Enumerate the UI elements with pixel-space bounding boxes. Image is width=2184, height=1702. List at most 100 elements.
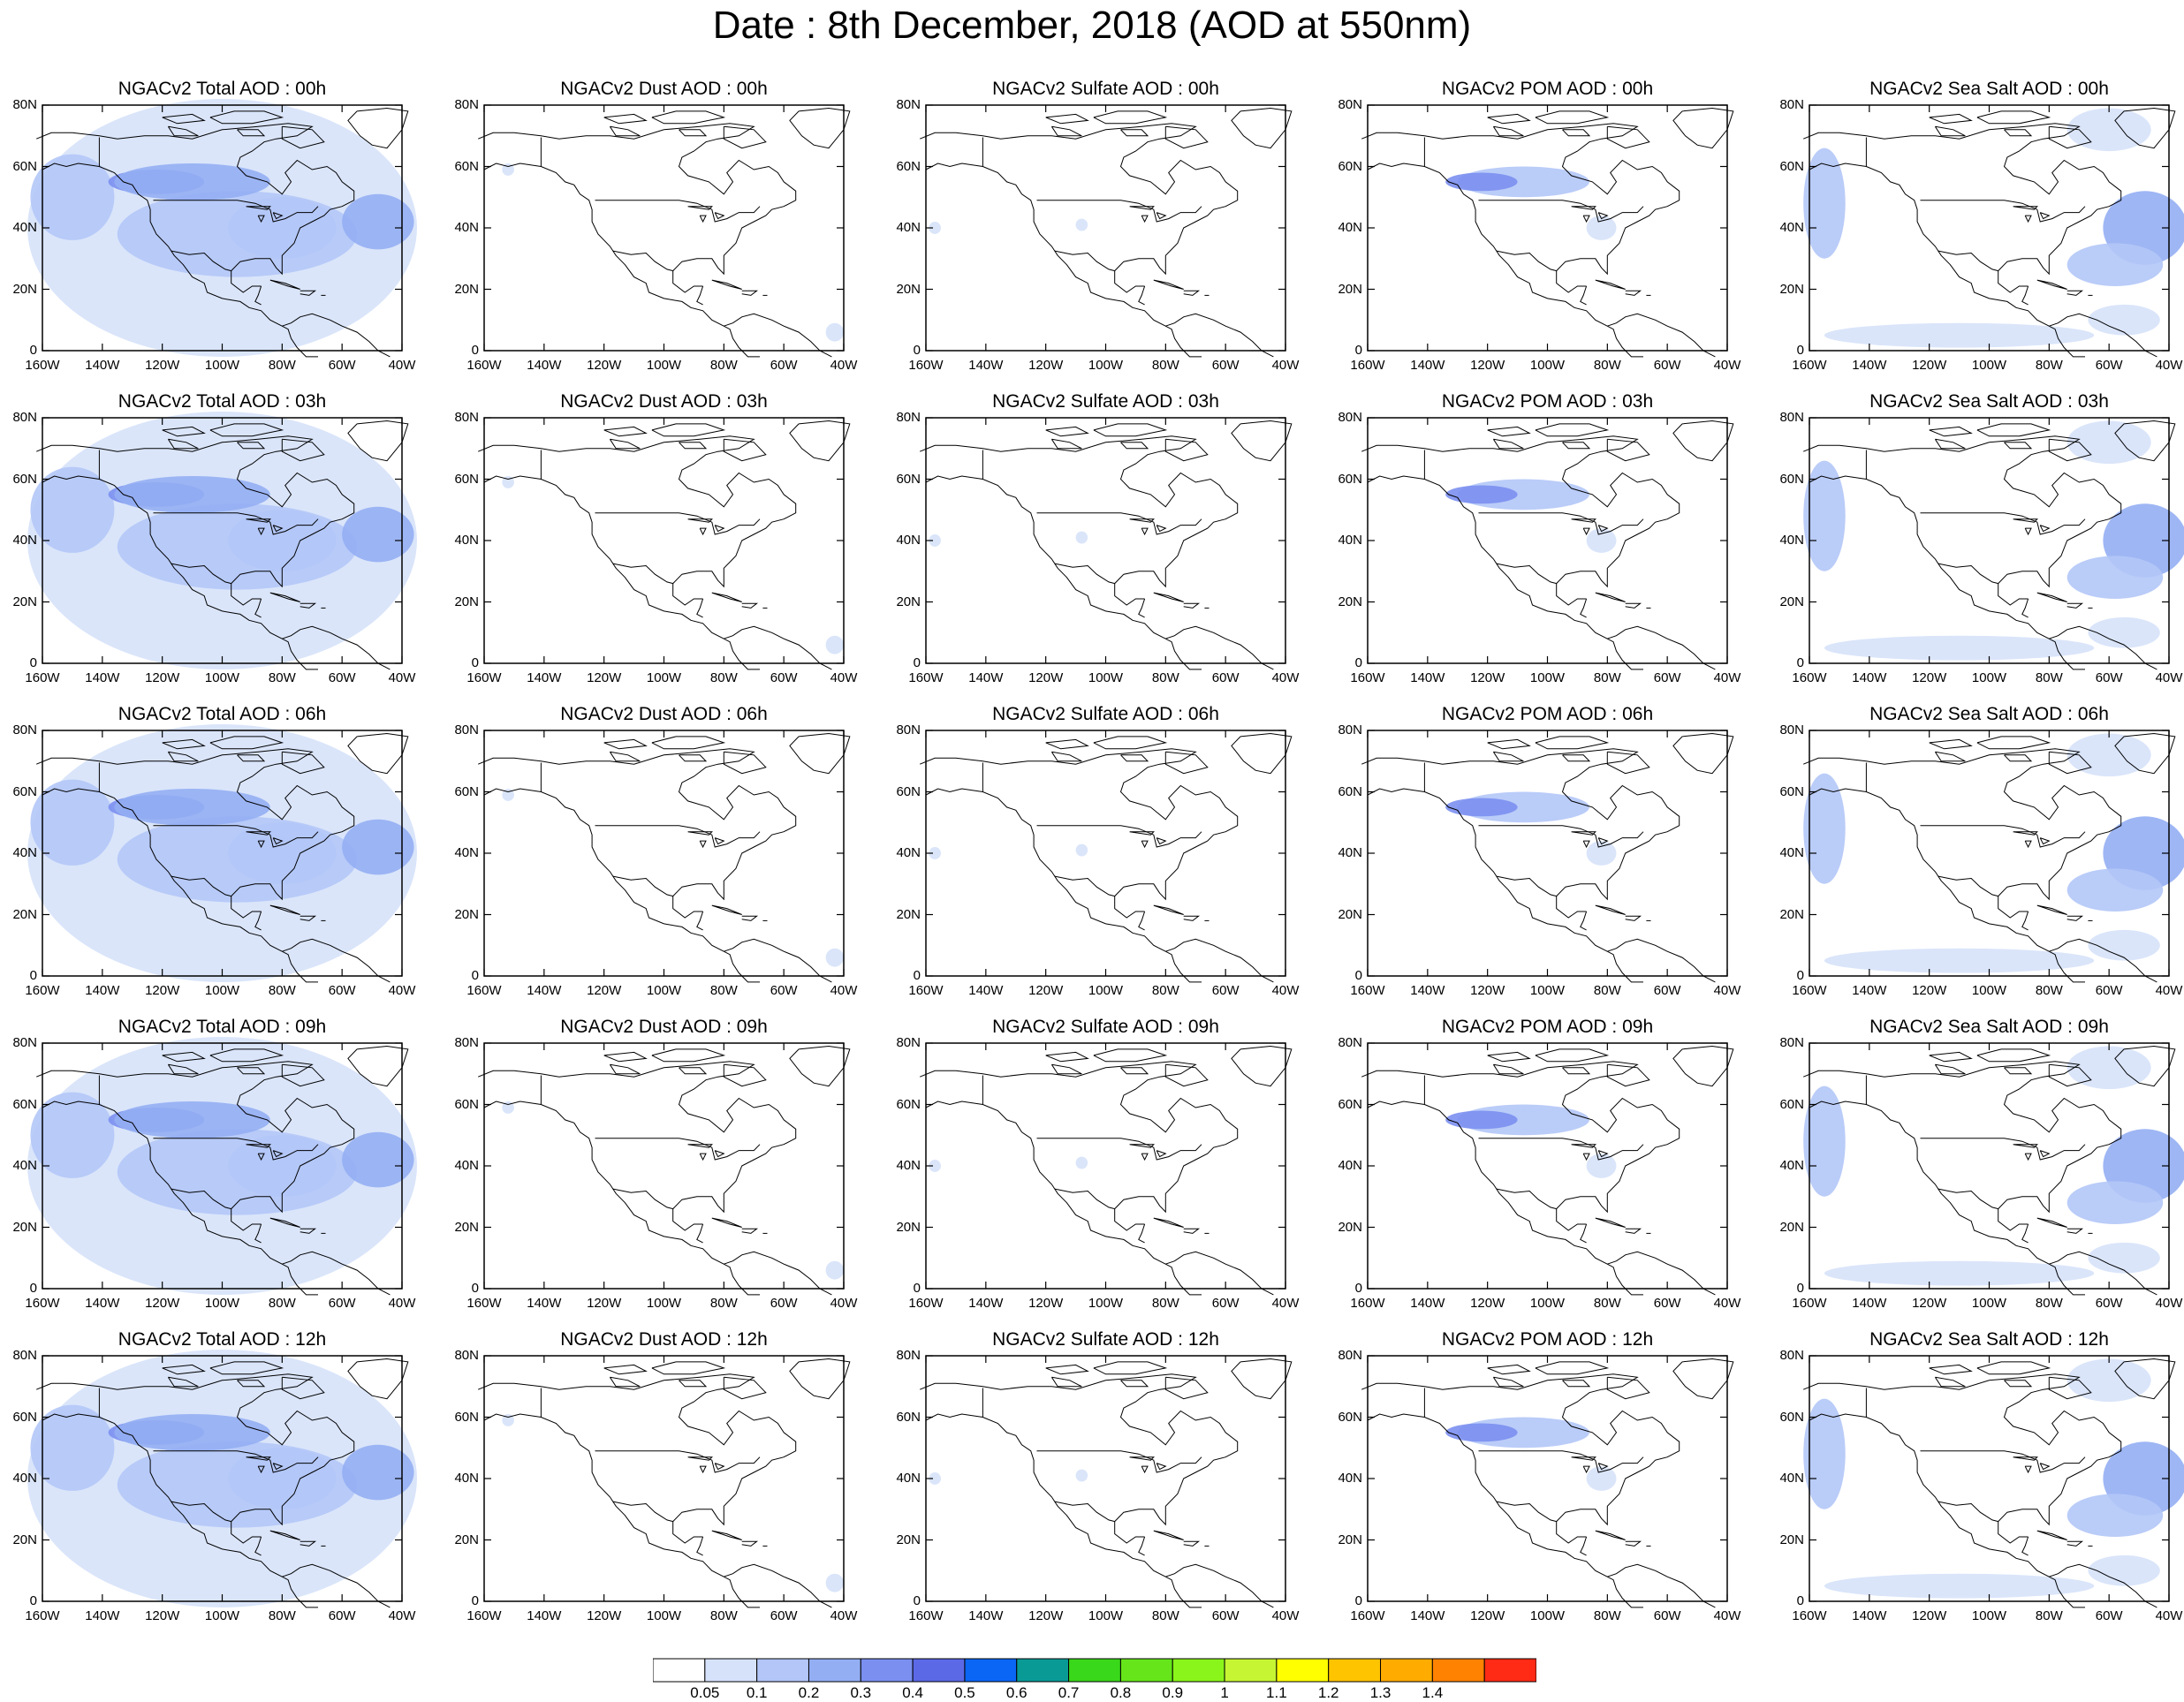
x-tick-label: 100W — [1088, 983, 1124, 998]
coastline-segment — [2066, 1540, 2084, 1547]
x-tick-label: 120W — [1912, 983, 1947, 998]
panel-title: NGACv2 Sulfate AOD : 09h — [992, 1017, 1219, 1037]
coastline-segment — [1672, 107, 1734, 149]
panel-title: NGACv2 Dust AOD : 09h — [560, 1017, 768, 1037]
aod-region — [2066, 1494, 2164, 1538]
aod-region — [1445, 1110, 1518, 1130]
coastline-segment — [1976, 736, 2051, 750]
coastline-segment — [1672, 732, 1734, 775]
coastline-segment — [1045, 738, 1089, 750]
x-tick-label: 160W — [466, 983, 502, 998]
x-tick-label: 40W — [1271, 1296, 1300, 1311]
x-tick-label: 80W — [1593, 1608, 1621, 1623]
x-tick-label: 140W — [968, 358, 1004, 373]
coastline-segment — [162, 1051, 206, 1063]
coastlines — [1361, 420, 1734, 670]
colorbar-swatch — [1068, 1658, 1121, 1683]
coastlines — [1361, 1358, 1734, 1608]
x-tick-label: 60W — [1653, 983, 1681, 998]
x-tick-label: 60W — [2095, 358, 2123, 373]
coastline-segment — [1183, 915, 1201, 921]
x-tick-label: 40W — [1271, 1608, 1300, 1623]
y-tick-label: 60N — [454, 158, 479, 174]
x-tick-label: 140W — [1852, 983, 1887, 998]
x-tick-label: 80W — [268, 358, 296, 373]
y-tick-label: 40N — [454, 220, 479, 235]
aerosol-field — [502, 789, 844, 967]
map-sulfate — [920, 1042, 1293, 1296]
coastline-segment — [272, 212, 284, 220]
coastline-segment — [1054, 875, 1115, 897]
y-tick-label: 20N — [454, 1532, 479, 1547]
y-tick-label: 60N — [1338, 1096, 1362, 1112]
coastlines — [1361, 107, 1734, 358]
map-pom — [1361, 730, 1734, 983]
coastline-segment — [696, 1536, 704, 1556]
x-tick-label: 60W — [1211, 358, 1240, 373]
coastline-segment — [1597, 1463, 1609, 1471]
coastline-segment — [162, 738, 206, 750]
x-tick-label: 120W — [1470, 983, 1505, 998]
y-tick-label: 80N — [1779, 1348, 1804, 1363]
x-tick-label: 80W — [2035, 1608, 2063, 1623]
y-tick-label: 20N — [1779, 594, 1804, 609]
colorbar-label: 1.1 — [1266, 1684, 1287, 1701]
coastline-segment — [1120, 442, 1149, 450]
coastline-segment — [714, 1150, 725, 1158]
x-tick-label: 100W — [204, 670, 240, 685]
aod-region — [30, 466, 115, 553]
coastlines — [36, 420, 409, 670]
coastline-segment — [741, 602, 759, 609]
aerosol-field — [929, 1469, 1088, 1485]
coastline-segment — [1054, 1501, 1115, 1523]
coastline-segment — [1976, 1048, 2051, 1063]
coastline-segment — [2039, 837, 2051, 845]
x-tick-label: 40W — [830, 670, 858, 685]
x-tick-label: 60W — [1653, 670, 1681, 685]
coastline-segment — [209, 1048, 284, 1063]
y-tick-label: 80N — [896, 410, 921, 425]
x-tick-label: 80W — [1593, 670, 1621, 685]
coastline-segment — [1361, 748, 1680, 919]
x-tick-label: 40W — [2155, 670, 2183, 685]
x-tick-label: 160W — [25, 1296, 60, 1311]
y-tick-label: 40N — [1338, 1158, 1362, 1173]
coastline-segment — [723, 751, 767, 775]
map-sulfate — [920, 417, 1293, 670]
x-tick-label: 80W — [1151, 358, 1179, 373]
map-seasalt — [1803, 417, 2184, 670]
aod-region — [2088, 1242, 2160, 1274]
coastline-segment — [2021, 1536, 2029, 1556]
coastline-segment — [1153, 1530, 1184, 1540]
coastline-segment — [1129, 1456, 1155, 1461]
coastline-segment — [281, 438, 325, 462]
colorbar-label: 0.2 — [798, 1684, 820, 1701]
y-tick-label: 40N — [1338, 845, 1362, 860]
coastline-segment — [2004, 129, 2033, 137]
aod-region — [1586, 841, 1617, 866]
x-tick-label: 120W — [1912, 358, 1947, 373]
coastline-segment — [1164, 1376, 1209, 1400]
coastline-segment — [920, 435, 1239, 606]
y-tick-label: 40N — [12, 220, 37, 235]
coastline-segment — [920, 123, 1239, 293]
coastlines — [920, 420, 1293, 670]
coastline-segment — [1976, 423, 2051, 437]
coastline-segment — [1582, 1153, 1590, 1161]
x-tick-label: 100W — [1529, 1608, 1566, 1623]
coastline-segment — [153, 825, 319, 848]
coastline-segment — [1976, 1361, 2051, 1375]
coastline-segment — [209, 110, 284, 125]
colorbar-swatches — [652, 1658, 1537, 1683]
x-tick-label: 120W — [145, 670, 180, 685]
coastline-segment — [595, 200, 761, 223]
x-tick-label: 100W — [646, 1296, 682, 1311]
map-dust — [478, 1355, 851, 1608]
y-tick-label: 20N — [454, 594, 479, 609]
x-tick-label: 120W — [587, 670, 622, 685]
coastline-segment — [2004, 1067, 2033, 1075]
coastline-segment — [153, 1138, 319, 1161]
y-tick-label: 40N — [896, 533, 921, 548]
coastline-segment — [2114, 1358, 2176, 1400]
x-tick-label: 160W — [1350, 1296, 1385, 1311]
